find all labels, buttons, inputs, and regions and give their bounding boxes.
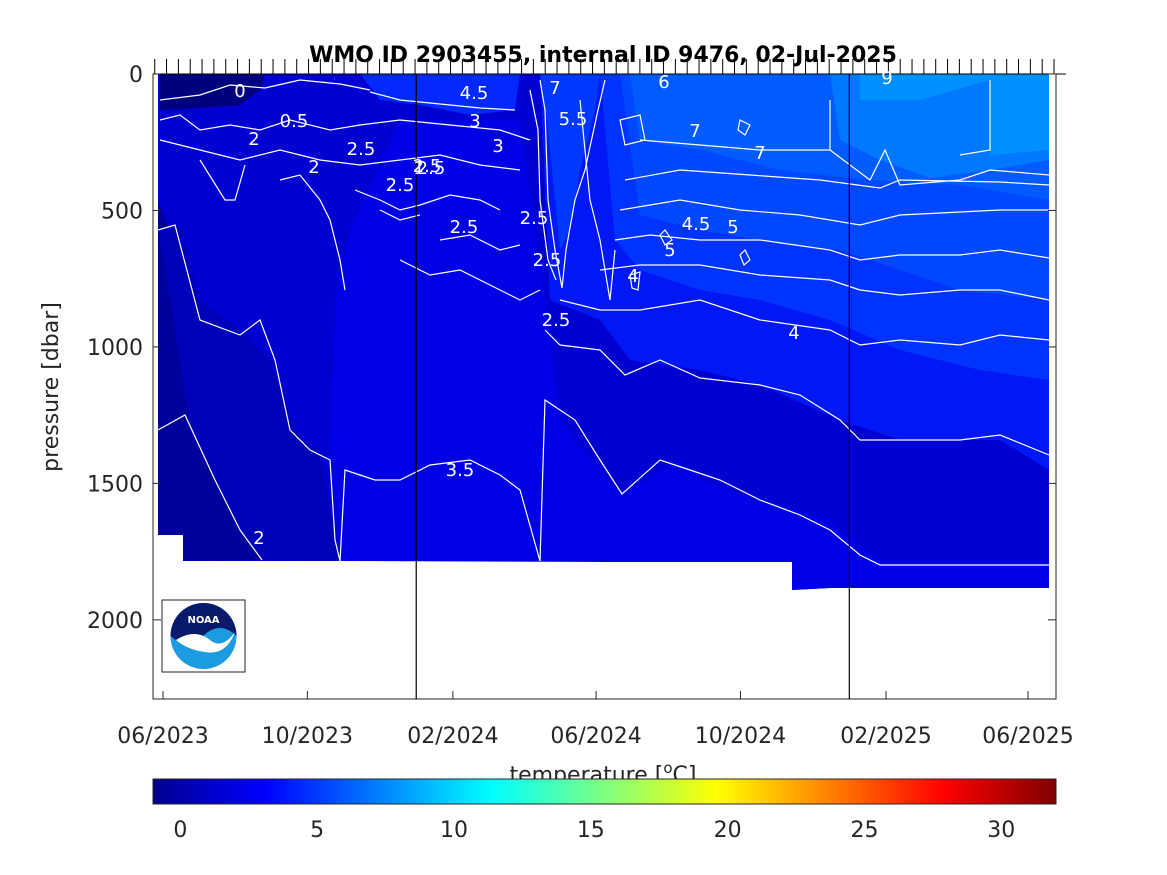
contour-line <box>159 79 371 101</box>
logo-top-band <box>170 603 237 643</box>
x-tick-label: 10/2024 <box>695 724 786 749</box>
contour-label: 6 <box>658 72 669 93</box>
temperature-field <box>157 74 1050 590</box>
contour-line <box>199 159 246 201</box>
contour-label: 4 <box>788 323 799 344</box>
contour-label: 0.5 <box>280 111 309 132</box>
x-tick-label: 02/2025 <box>840 724 931 749</box>
contour-label: 5 <box>727 217 738 238</box>
y-tick-label: 1500 <box>87 472 143 497</box>
noaa-logo: NOAA <box>161 599 246 673</box>
contour-label: 2.5 <box>417 158 446 179</box>
contour-line <box>624 169 1050 189</box>
field-cold-band-2 <box>158 225 340 561</box>
field-upper-right-6 <box>860 74 1049 155</box>
x-tick-label: 10/2023 <box>262 724 353 749</box>
contour-line <box>614 234 1050 261</box>
contour-label: 2.5 <box>386 175 415 196</box>
contour-label: 7 <box>689 121 700 142</box>
y-axis: 0 500 1000 1500 2000 <box>87 63 1056 634</box>
contour-label: 2.5 <box>533 250 562 271</box>
contour-line <box>159 114 531 141</box>
contour-line <box>369 91 516 111</box>
contour-line <box>279 174 346 291</box>
contour-line <box>619 199 1049 226</box>
colorbar-label-sup: o <box>663 759 672 777</box>
contour-label: 2.5 <box>450 217 479 238</box>
contour-label: 3.5 <box>446 460 475 481</box>
contour-label: 5.5 <box>559 109 588 130</box>
logo-text: NOAA <box>187 615 219 626</box>
y-tick-label: 2000 <box>87 609 143 634</box>
x-axis: 06/2023 10/2023 02/2024 06/2024 10/2024 02/20… <box>117 691 1074 749</box>
contour-line <box>339 459 541 562</box>
colorbar-tick-label: 20 <box>714 818 742 843</box>
field-surface-spike <box>540 74 600 250</box>
contour-label: 2.5 <box>347 139 376 160</box>
y-tick-label: 1000 <box>87 336 143 361</box>
y-axis-label: pressure [dbar] <box>39 302 64 472</box>
contour-line <box>559 299 1050 346</box>
contour-line <box>354 189 501 211</box>
contour-line <box>599 264 1050 301</box>
contour-line <box>157 414 263 561</box>
field-cold-band <box>158 200 262 561</box>
contour-label: 2.5 <box>413 156 442 177</box>
contour-line <box>619 114 751 146</box>
contour-label: 7 <box>754 143 765 164</box>
x-tick-label: 06/2025 <box>982 724 1073 749</box>
contour-line <box>399 259 541 301</box>
contour-label: 1 <box>413 158 424 179</box>
contour-line <box>829 80 991 156</box>
contour-line <box>539 79 606 289</box>
colorbar-overlay <box>152 778 1057 805</box>
contour-line <box>639 139 1050 186</box>
contour-label: 2 <box>253 528 264 549</box>
chart-title: WMO ID 2903455, internal ID 9476, 02-Jul… <box>309 43 897 68</box>
contour-label: 7 <box>549 78 560 99</box>
colorbar-tick-label: 25 <box>850 818 878 843</box>
colorbar-ticks: 0 5 10 15 20 25 30 <box>173 798 1015 843</box>
contour-line <box>379 209 521 251</box>
colorbar-tick-label: 5 <box>310 818 324 843</box>
contour-label: 3 <box>469 111 480 132</box>
contour-label: 4.5 <box>460 83 489 104</box>
contour-line <box>539 398 1049 566</box>
contour-line <box>159 139 521 171</box>
contour-label: 9 <box>881 68 892 89</box>
colorbar-tick-label: 30 <box>987 818 1015 843</box>
field-surface-mid <box>360 74 520 115</box>
contour-line <box>157 224 341 562</box>
colorbar-tick-label: 15 <box>577 818 605 843</box>
x-tick-label: 02/2024 <box>407 724 498 749</box>
field-cold-patch <box>160 74 265 110</box>
contour-label: 3 <box>492 136 503 157</box>
x-tick-label: 06/2023 <box>117 724 208 749</box>
colorbar-tick-label: 10 <box>440 818 468 843</box>
colorbar-tick-label: 0 <box>173 818 187 843</box>
contour-line <box>579 99 616 301</box>
contour-label: 5 <box>664 240 675 261</box>
contour-label: 2.5 <box>542 310 571 331</box>
contour-line <box>544 329 1050 456</box>
contour-label: 0 <box>234 81 245 102</box>
year-boundary-lines <box>415 74 850 699</box>
contour-label: 4.5 <box>682 214 711 235</box>
contour-label: 4 <box>627 266 638 287</box>
x-tick-label: 06/2024 <box>550 724 641 749</box>
y-tick-label: 500 <box>101 199 143 224</box>
contour-line <box>629 229 751 291</box>
logo-bird-icon <box>176 632 235 653</box>
contour-label: 2.5 <box>520 208 549 229</box>
profile-tick-marks <box>153 59 1066 75</box>
field-mid-band <box>330 120 1049 590</box>
contour-label: 2 <box>308 157 319 178</box>
y-tick-label: 0 <box>129 63 143 88</box>
contour-line <box>529 89 557 281</box>
contour-label: 2 <box>248 129 259 150</box>
contour-lines <box>157 79 1050 566</box>
